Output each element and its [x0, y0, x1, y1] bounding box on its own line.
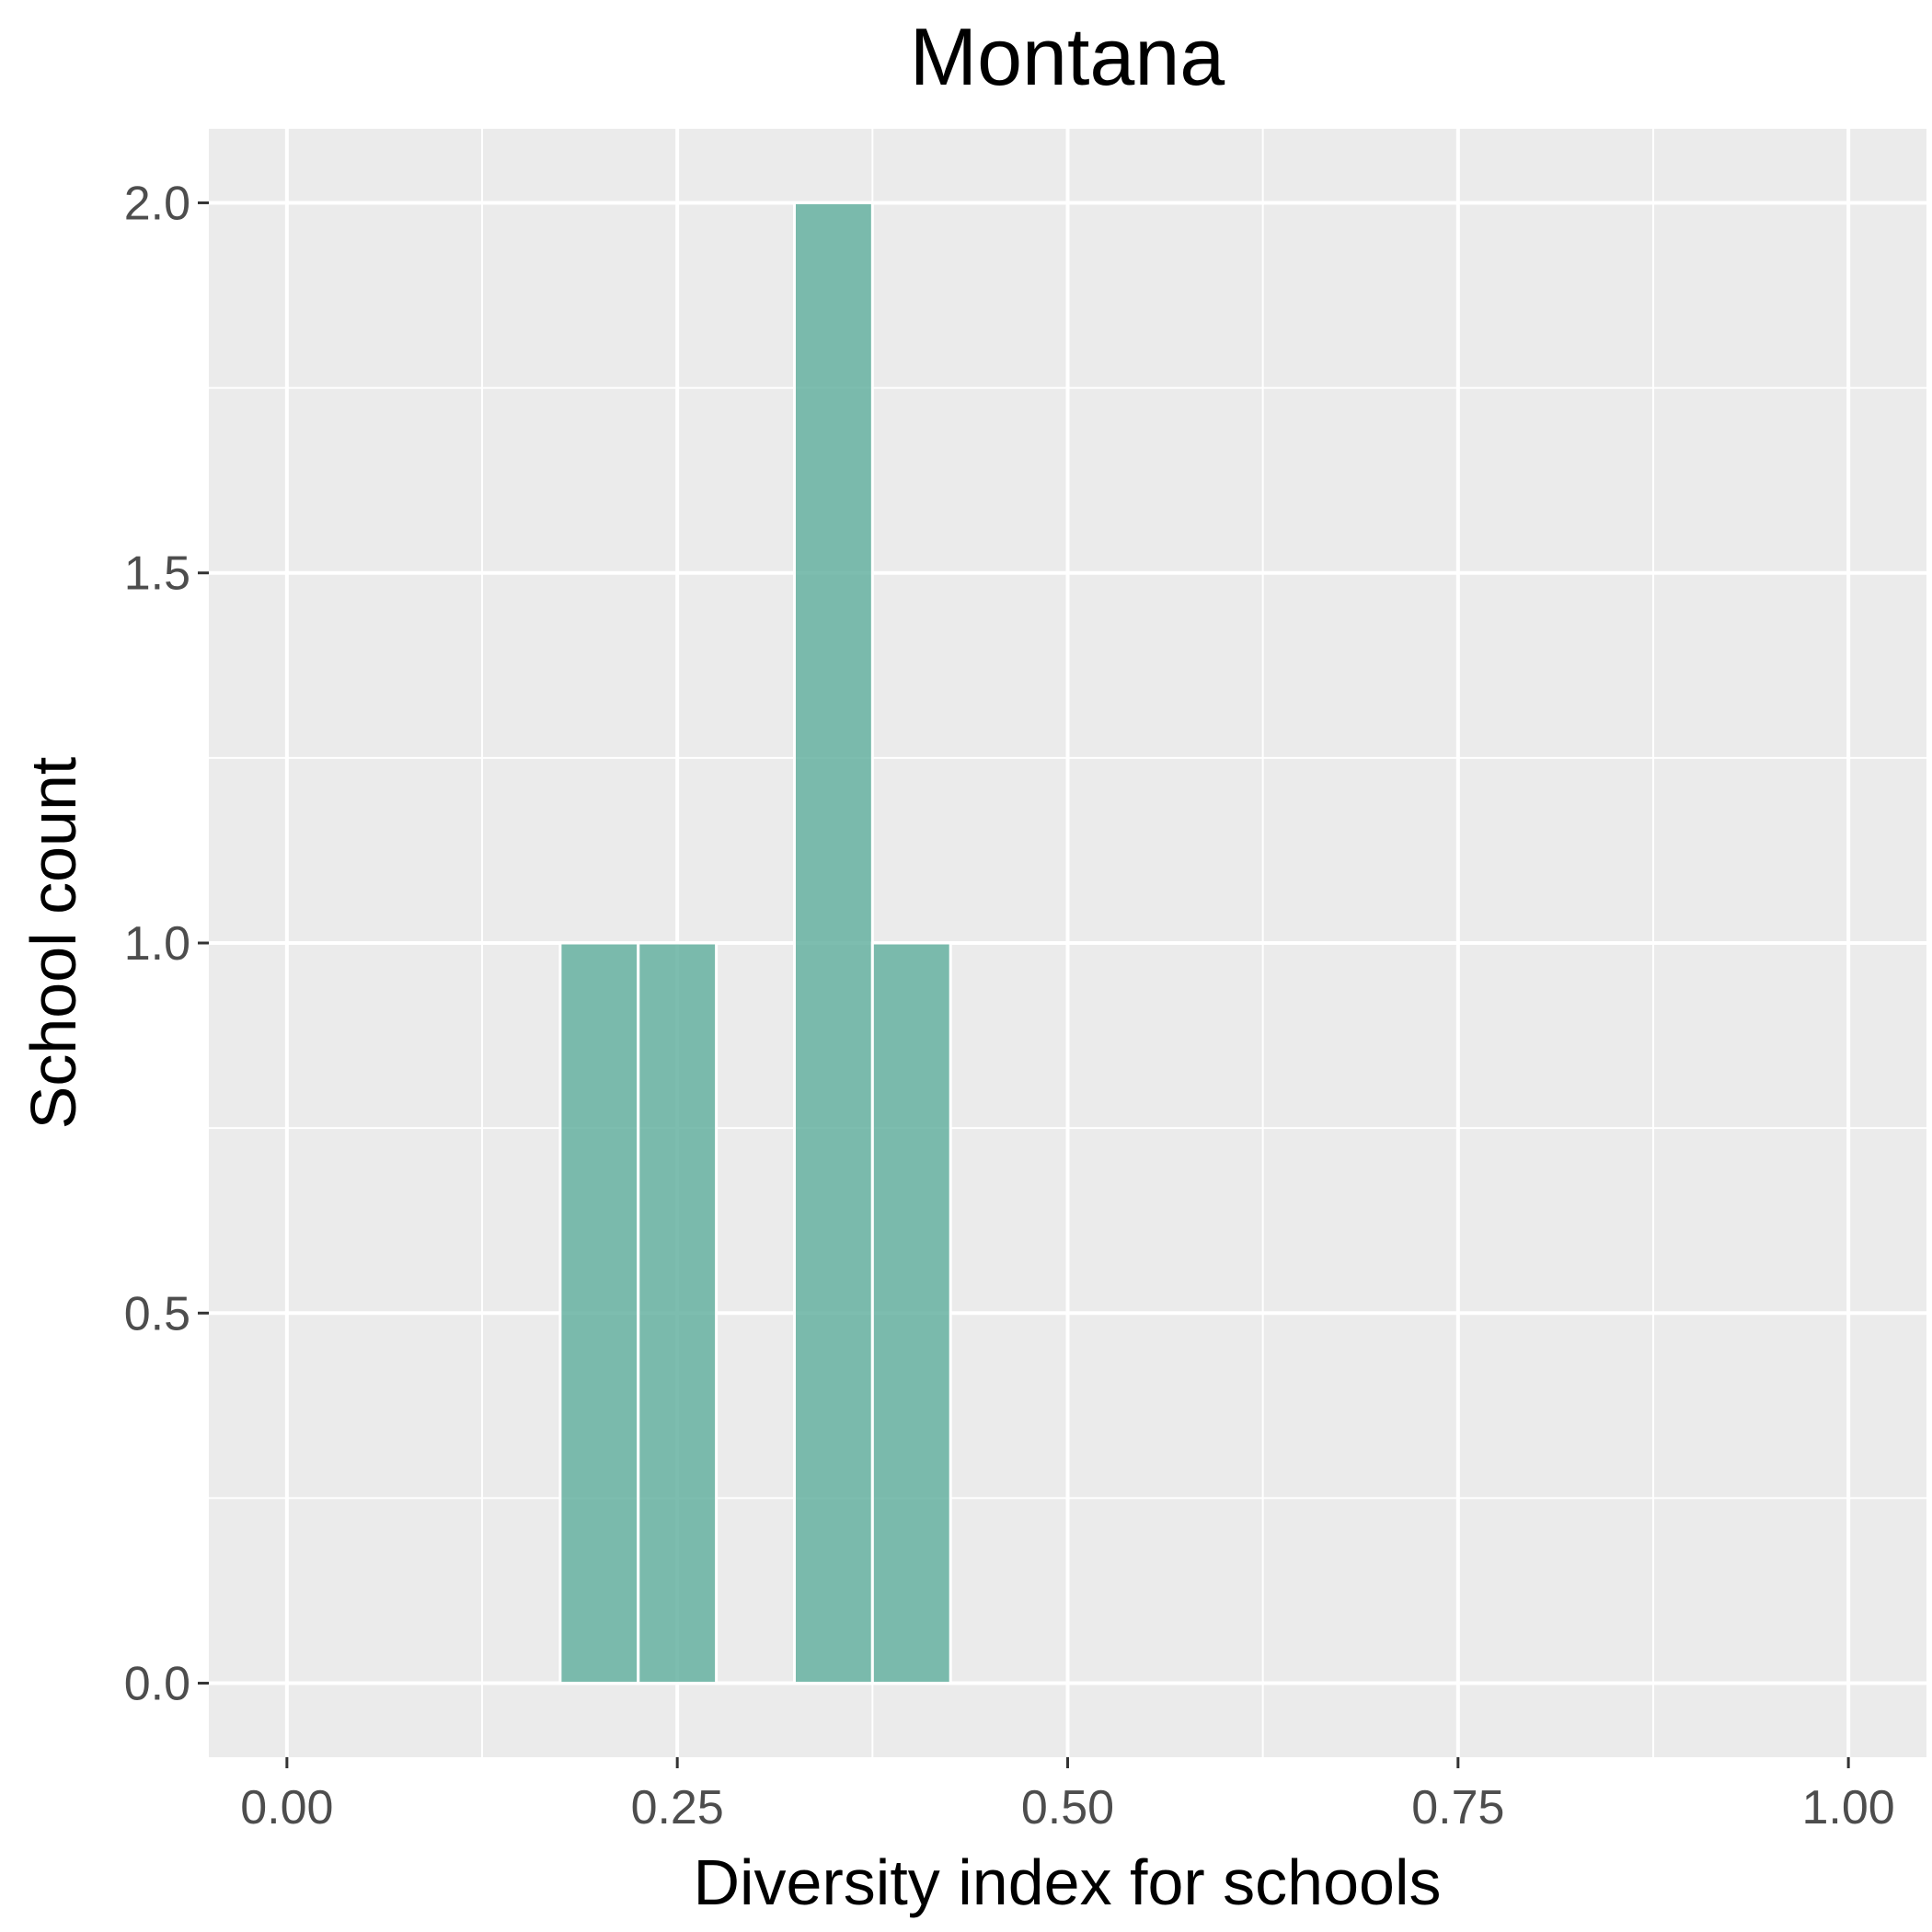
x-tick-label: 0.50 — [1021, 1781, 1114, 1834]
x-tick-label: 0.75 — [1411, 1781, 1504, 1834]
histogram-bar — [870, 941, 952, 1685]
chart-title: Montana — [910, 11, 1225, 102]
y-tick-label: 0.5 — [124, 1287, 190, 1340]
y-tick-label: 2.0 — [124, 177, 190, 230]
axes: 0.00 0.25 0.50 0.75 1.00 0.0 0.5 1.0 1.5 2.0 — [124, 177, 1895, 1834]
y-tick-label: 0.0 — [124, 1658, 190, 1711]
histogram-bar — [792, 201, 874, 1685]
bars — [558, 201, 952, 1685]
y-axis-title: School count — [17, 757, 89, 1130]
y-tick-label: 1.0 — [124, 917, 190, 971]
x-axis-title: Diversity index for schools — [693, 1846, 1441, 1918]
x-tick-label: 0.00 — [240, 1781, 333, 1834]
histogram-bar — [637, 941, 719, 1685]
x-tick-label: 0.25 — [631, 1781, 724, 1834]
y-tick-label: 1.5 — [124, 547, 190, 601]
x-tick-label: 1.00 — [1802, 1781, 1895, 1834]
histogram-bar — [558, 941, 640, 1685]
